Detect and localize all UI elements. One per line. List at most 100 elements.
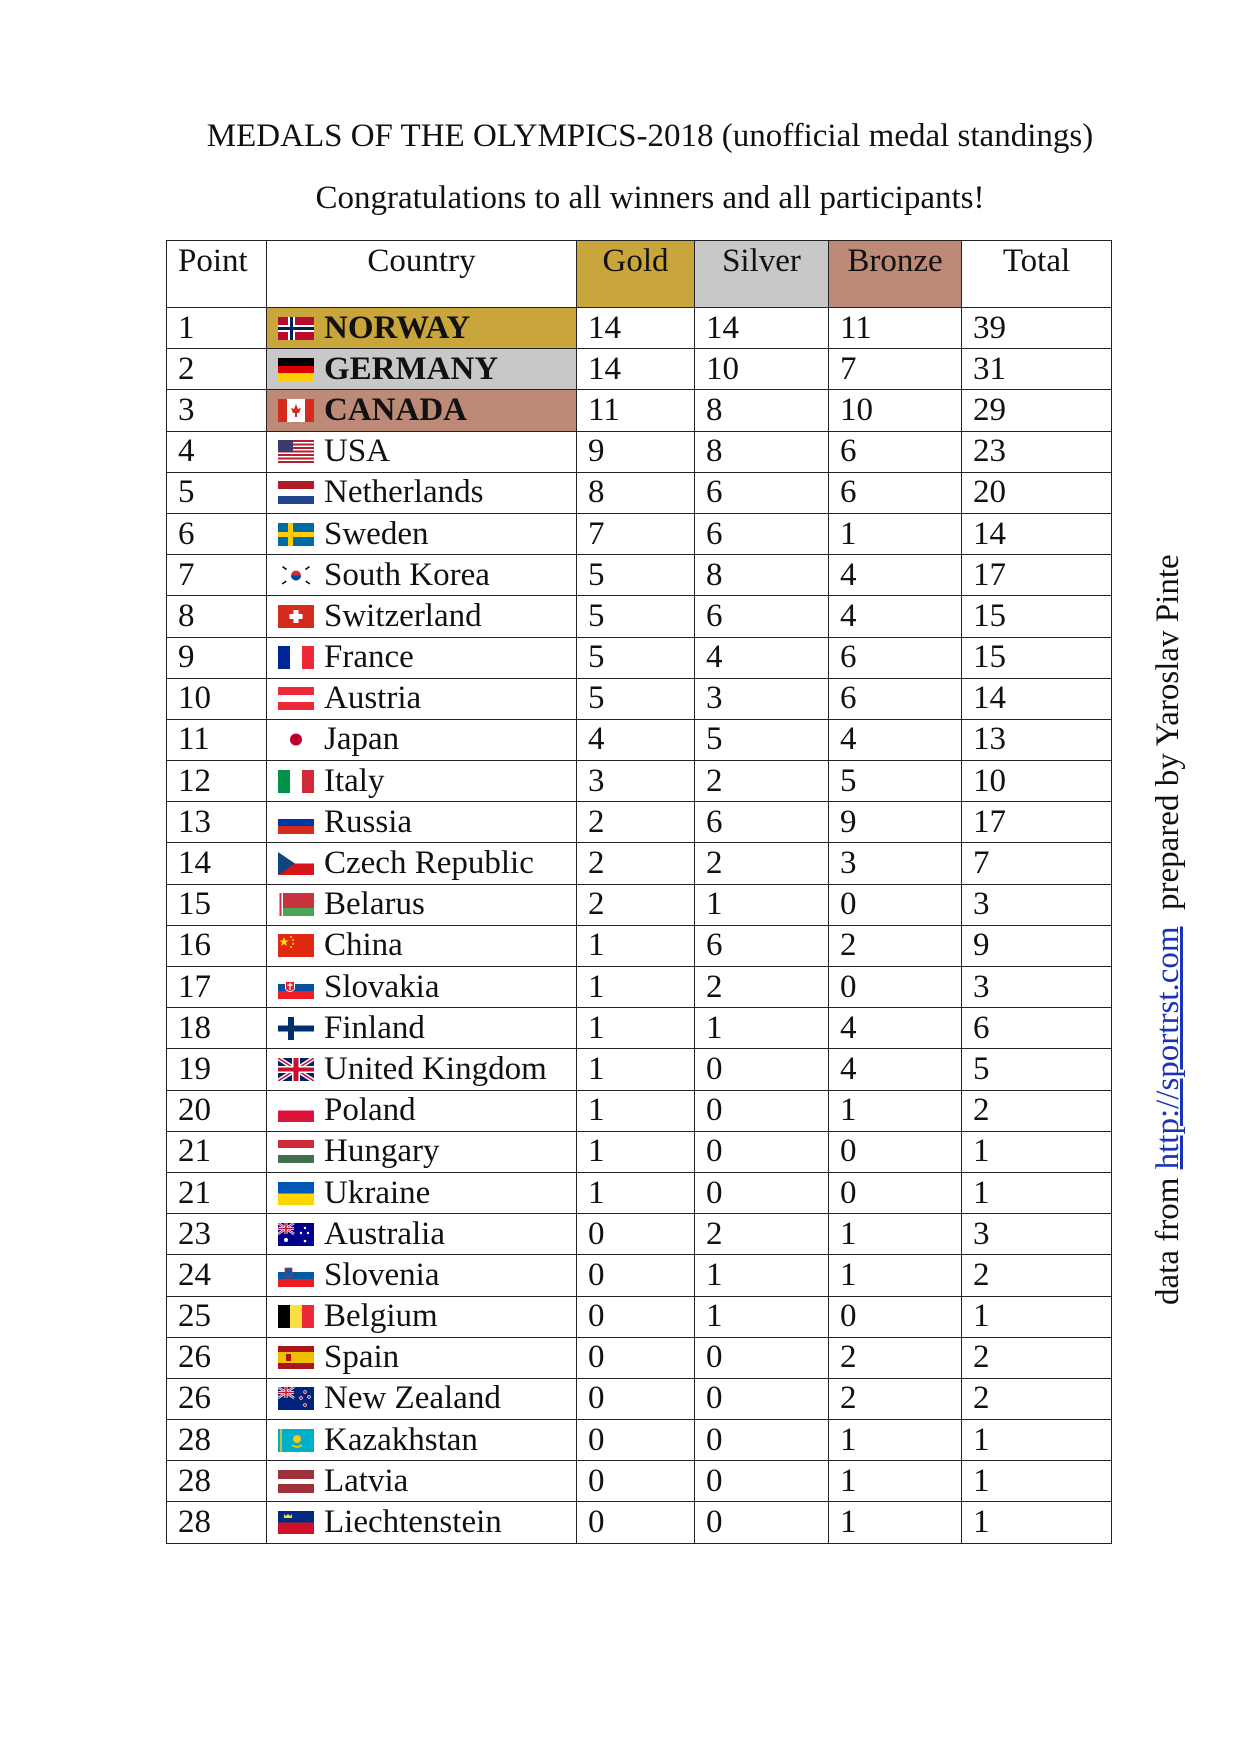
table-row: 3 CANADA 11 8 10 29	[166, 389, 1112, 432]
silver-cell: 0	[694, 1377, 829, 1421]
country-name: Belarus	[324, 886, 425, 923]
point-cell: 20	[166, 1089, 267, 1132]
table-row: 12 Italy 3 2 5 10	[166, 760, 1112, 803]
finland-flag-icon	[278, 1016, 314, 1040]
country-name: Sweden	[324, 515, 429, 552]
table-row: 28 Kazakhstan 0 0 1 1	[166, 1419, 1112, 1462]
gold-cell: 1	[576, 1171, 695, 1215]
table-row: 10 Austria 5 3 6 14	[166, 677, 1112, 720]
kazakhstan-flag-icon	[278, 1428, 314, 1452]
silver-cell: 6	[694, 595, 829, 638]
country-name: Austria	[324, 680, 422, 717]
bronze-cell: 0	[828, 965, 962, 1009]
gold-cell: 11	[576, 389, 695, 432]
total-cell: 1	[961, 1419, 1112, 1462]
table-row: 19 United Kingdom 1 0 4 5	[166, 1048, 1112, 1091]
table-row: 24 Slovenia 0 1 1 2	[166, 1254, 1112, 1297]
united-kingdom-flag-icon	[278, 1057, 314, 1081]
table-row: 7 South Korea 5 8 4 17	[166, 554, 1112, 597]
country-cell: Australia	[266, 1213, 577, 1256]
gold-cell: 1	[576, 1007, 695, 1050]
australia-flag-icon	[278, 1222, 314, 1246]
country-cell: Hungary	[266, 1130, 577, 1173]
country-name: USA	[324, 433, 391, 470]
country-cell: USA	[266, 430, 577, 473]
point-cell: 9	[166, 636, 267, 679]
czech-republic-flag-icon	[278, 852, 314, 876]
bronze-cell: 10	[828, 389, 962, 432]
latvia-flag-icon	[278, 1469, 314, 1493]
gold-cell: 0	[576, 1460, 695, 1503]
header-total: Total	[961, 240, 1112, 308]
point-cell: 4	[166, 430, 267, 473]
point-cell: 2	[166, 348, 267, 391]
slovakia-flag-icon	[278, 975, 314, 999]
country-cell: South Korea	[266, 554, 577, 597]
total-cell: 20	[961, 471, 1112, 514]
poland-flag-icon	[278, 1099, 314, 1123]
total-cell: 1	[961, 1460, 1112, 1503]
country-cell: Latvia	[266, 1460, 577, 1503]
silver-cell: 1	[694, 1295, 829, 1338]
total-cell: 1	[961, 1295, 1112, 1338]
country-name: Spain	[324, 1339, 400, 1376]
point-cell: 3	[166, 389, 267, 432]
country-cell: Russia	[266, 801, 577, 844]
gold-cell: 5	[576, 595, 695, 638]
silver-cell: 1	[694, 1007, 829, 1050]
bronze-cell: 0	[828, 1295, 962, 1338]
table-row: 25 Belgium 0 1 0 1	[166, 1295, 1112, 1338]
russia-flag-icon	[278, 810, 314, 834]
point-cell: 28	[166, 1501, 267, 1544]
country-cell: Belarus	[266, 883, 577, 926]
total-cell: 17	[961, 801, 1112, 844]
country-cell: France	[266, 636, 577, 679]
silver-cell: 2	[694, 842, 829, 885]
country-name: New Zealand	[324, 1380, 501, 1417]
country-name: Italy	[324, 762, 385, 799]
country-name: Hungary	[324, 1133, 440, 1170]
bronze-cell: 3	[828, 842, 962, 885]
gold-cell: 0	[576, 1419, 695, 1462]
norway-flag-icon	[278, 316, 314, 340]
bronze-cell: 5	[828, 760, 962, 803]
medal-table-body: 1 NORWAY 14 14 11 39 2 GERMANY 14 10 7 31 3 CANADA 11 8…	[166, 306, 1112, 1544]
country-name: Australia	[324, 1215, 445, 1252]
total-cell: 2	[961, 1089, 1112, 1132]
table-row: 21 Ukraine 1 0 0 1	[166, 1171, 1112, 1215]
total-cell: 1	[961, 1501, 1112, 1544]
country-cell: United Kingdom	[266, 1048, 577, 1091]
medal-table: Point Country Gold Silver Bronze Total 1…	[166, 240, 1112, 1544]
point-cell: 1	[166, 306, 267, 350]
country-name: Belgium	[324, 1298, 438, 1335]
silver-cell: 0	[694, 1419, 829, 1462]
bronze-cell: 2	[828, 1336, 962, 1379]
source-link[interactable]: http://sportrst.com	[1150, 926, 1186, 1170]
bronze-cell: 6	[828, 677, 962, 720]
total-cell: 3	[961, 965, 1112, 1009]
point-cell: 17	[166, 965, 267, 1009]
header-silver: Silver	[694, 240, 829, 308]
point-cell: 23	[166, 1213, 267, 1256]
country-cell: Netherlands	[266, 471, 577, 514]
table-row: 6 Sweden 7 6 1 14	[166, 512, 1112, 556]
point-cell: 28	[166, 1460, 267, 1503]
total-cell: 31	[961, 348, 1112, 391]
gold-cell: 1	[576, 965, 695, 1009]
total-cell: 6	[961, 1007, 1112, 1050]
silver-cell: 10	[694, 348, 829, 391]
silver-cell: 6	[694, 924, 829, 968]
total-cell: 9	[961, 924, 1112, 968]
switzerland-flag-icon	[278, 604, 314, 628]
country-name: Ukraine	[324, 1174, 431, 1211]
table-row: 14 Czech Republic 2 2 3 7	[166, 842, 1112, 885]
gold-cell: 1	[576, 1089, 695, 1132]
bronze-cell: 1	[828, 1213, 962, 1256]
silver-cell: 0	[694, 1089, 829, 1132]
country-cell: Liechtenstein	[266, 1501, 577, 1544]
table-row: 16 China 1 6 2 9	[166, 924, 1112, 968]
country-cell: Spain	[266, 1336, 577, 1379]
point-cell: 14	[166, 842, 267, 885]
page-title: MEDALS OF THE OLYMPICS-2018 (unofficial …	[206, 118, 1094, 154]
country-cell: Italy	[266, 760, 577, 803]
